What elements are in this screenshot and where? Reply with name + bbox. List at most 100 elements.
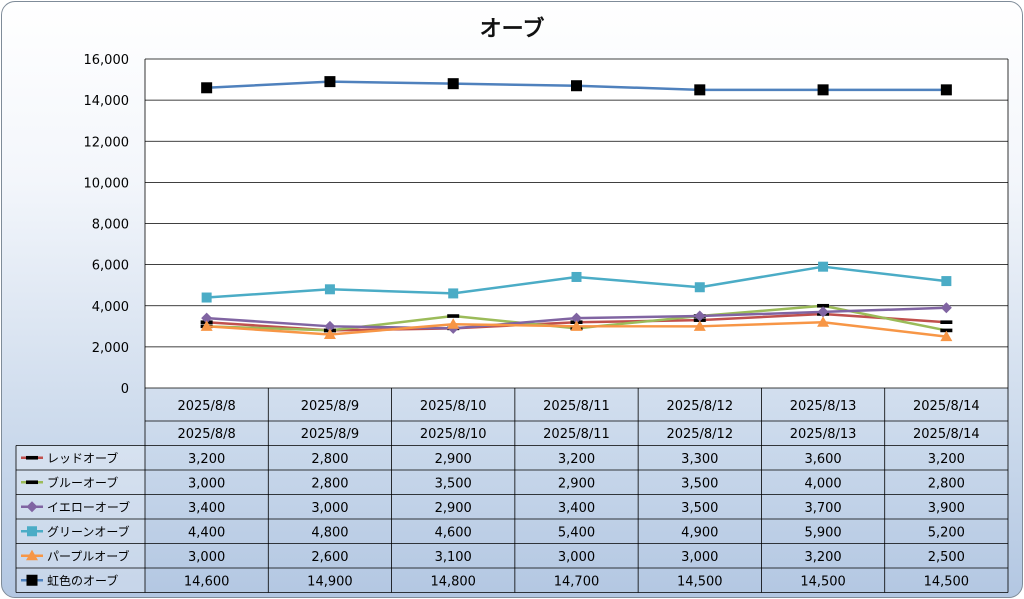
table-value-cell: 3,000 — [188, 550, 225, 565]
data-point — [447, 318, 460, 329]
table-value-cell: 14,500 — [924, 574, 970, 589]
y-tick-label: 6,000 — [92, 259, 129, 274]
chart-title: オーブ — [480, 16, 545, 42]
y-tick-label: 2,000 — [92, 341, 129, 356]
table-value-cell: 3,000 — [681, 550, 718, 565]
data-point — [694, 310, 706, 322]
table-header-cell: 2025/8/9 — [301, 427, 359, 442]
data-point — [26, 549, 38, 561]
data-point — [940, 302, 952, 314]
table-value-cell: 5,900 — [804, 525, 841, 540]
table-value-cell: 2,800 — [928, 476, 965, 491]
table-value-cell: 14,500 — [677, 574, 723, 589]
table-header-cell: 2025/8/12 — [666, 427, 733, 442]
data-point — [571, 271, 582, 282]
data-point — [200, 320, 213, 331]
table-value-cell: 4,600 — [435, 525, 472, 540]
data-table: 2025/8/8 2025/8/9 2025/8/10 2025/8/11 2025/8… — [15, 420, 1009, 593]
table-value-cell: 14,700 — [554, 574, 600, 589]
x-tick-label: 2025/8/10 — [420, 399, 487, 414]
table-value-cell: 3,500 — [681, 476, 718, 491]
table-value-cell: 4,000 — [804, 476, 841, 491]
data-point — [694, 282, 705, 293]
table-value-cell: 2,800 — [311, 452, 348, 467]
y-tick-label: 4,000 — [92, 300, 129, 315]
x-tick-label: 2025/8/9 — [301, 399, 359, 414]
table-value-cell: 3,200 — [188, 452, 225, 467]
y-tick-label: 16,000 — [84, 53, 130, 68]
series-6 — [201, 76, 952, 96]
legend-key — [21, 526, 43, 537]
table-value-cell: 14,800 — [430, 574, 476, 589]
data-point — [26, 480, 38, 485]
y-tick-label: 12,000 — [84, 135, 130, 150]
data-point — [323, 328, 336, 340]
table-value-cell: 2,600 — [311, 550, 348, 565]
legend-key — [21, 455, 43, 460]
data-point — [27, 526, 37, 537]
table-value-cell: 2,500 — [928, 550, 965, 565]
legend-label: ブルーオーブ — [47, 475, 118, 490]
data-point — [570, 320, 583, 331]
table-header-cell: 2025/8/13 — [790, 427, 857, 442]
table-value-cell: 14,500 — [800, 574, 846, 589]
table-value-cell: 3,200 — [928, 452, 965, 467]
legend-key — [21, 549, 43, 561]
y-tick-label: 10,000 — [84, 176, 130, 191]
table-header-cell: 2025/8/11 — [543, 427, 610, 442]
table-value-cell: 3,300 — [681, 452, 718, 467]
table-value-cell: 3,700 — [804, 501, 841, 516]
data-point — [818, 261, 829, 272]
table-value-cell: 3,200 — [804, 550, 841, 565]
data-point — [694, 84, 706, 96]
table-value-cell: 14,900 — [307, 574, 353, 589]
table-header-cell: 2025/8/8 — [177, 427, 235, 442]
data-point — [448, 288, 459, 299]
table-value-cell: 3,000 — [311, 501, 348, 516]
table-value-cell: 3,500 — [681, 501, 718, 516]
y-tick-label: 14,000 — [84, 94, 130, 109]
data-point — [571, 312, 582, 324]
data-point — [571, 80, 582, 92]
legend-label: レッドオーブ — [47, 450, 118, 465]
table-value-cell: 4,900 — [681, 525, 718, 540]
data-point — [324, 284, 335, 295]
data-point — [201, 312, 213, 324]
legend-key — [21, 574, 43, 586]
data-point — [693, 320, 706, 331]
table-header-cell: 2025/8/14 — [913, 427, 980, 442]
data-point — [817, 84, 829, 96]
table-value-cell: 14,600 — [184, 574, 230, 589]
table-value-cell: 3,200 — [558, 452, 595, 467]
table-value-cell: 2,900 — [435, 452, 472, 467]
data-point — [941, 276, 952, 287]
x-tick-label: 2025/8/13 — [790, 399, 857, 414]
x-tick-label: 2025/8/8 — [177, 399, 235, 414]
data-point — [201, 82, 213, 94]
table-value-cell: 3,900 — [928, 501, 965, 516]
table-value-cell: 2,900 — [435, 501, 472, 516]
x-tick-label: 2025/8/12 — [666, 399, 733, 414]
table-value-cell: 3,000 — [558, 550, 595, 565]
table-value-cell: 2,900 — [558, 476, 595, 491]
data-point — [940, 84, 952, 96]
table-value-cell: 3,400 — [558, 501, 595, 516]
y-tick-label: 8,000 — [92, 218, 129, 233]
data-point — [940, 328, 953, 333]
table-value-cell: 3,500 — [435, 476, 472, 491]
data-point — [817, 316, 830, 327]
legend-label: パープルオーブ — [47, 548, 130, 563]
table-value-cell: 3,600 — [804, 452, 841, 467]
data-point — [324, 76, 336, 88]
legend-key — [21, 480, 43, 485]
data-point — [447, 78, 459, 90]
data-point — [447, 314, 460, 318]
data-point — [201, 292, 212, 303]
data-point — [26, 574, 38, 586]
data-point — [817, 303, 830, 308]
table-value-cell: 5,400 — [558, 525, 595, 540]
legend-key — [21, 501, 43, 513]
table-value-cell: 3,000 — [188, 476, 225, 491]
